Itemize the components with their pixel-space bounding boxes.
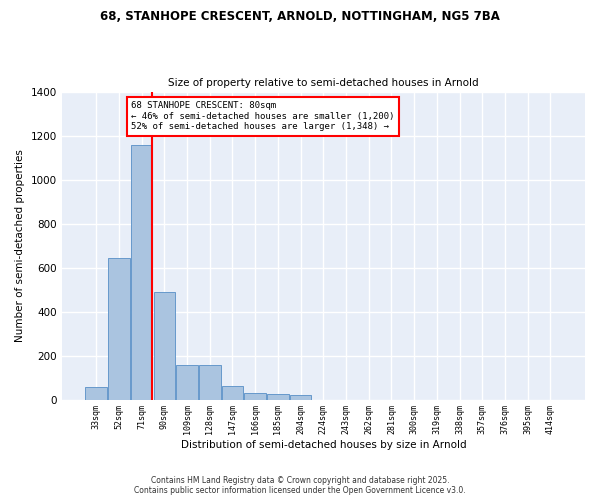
Bar — [85, 388, 107, 400]
Text: Contains HM Land Registry data © Crown copyright and database right 2025.
Contai: Contains HM Land Registry data © Crown c… — [134, 476, 466, 495]
Text: 68 STANHOPE CRESCENT: 80sqm
← 46% of semi-detached houses are smaller (1,200)
52: 68 STANHOPE CRESCENT: 80sqm ← 46% of sem… — [131, 102, 395, 132]
Bar — [131, 146, 152, 400]
Bar — [108, 258, 130, 400]
Bar — [176, 366, 198, 400]
Bar — [199, 366, 221, 400]
Bar — [244, 393, 266, 400]
Bar — [290, 395, 311, 400]
Y-axis label: Number of semi-detached properties: Number of semi-detached properties — [15, 149, 25, 342]
Bar — [154, 292, 175, 400]
Title: Size of property relative to semi-detached houses in Arnold: Size of property relative to semi-detach… — [168, 78, 479, 88]
Bar — [222, 386, 243, 400]
X-axis label: Distribution of semi-detached houses by size in Arnold: Distribution of semi-detached houses by … — [181, 440, 466, 450]
Bar — [267, 394, 289, 400]
Text: 68, STANHOPE CRESCENT, ARNOLD, NOTTINGHAM, NG5 7BA: 68, STANHOPE CRESCENT, ARNOLD, NOTTINGHA… — [100, 10, 500, 23]
